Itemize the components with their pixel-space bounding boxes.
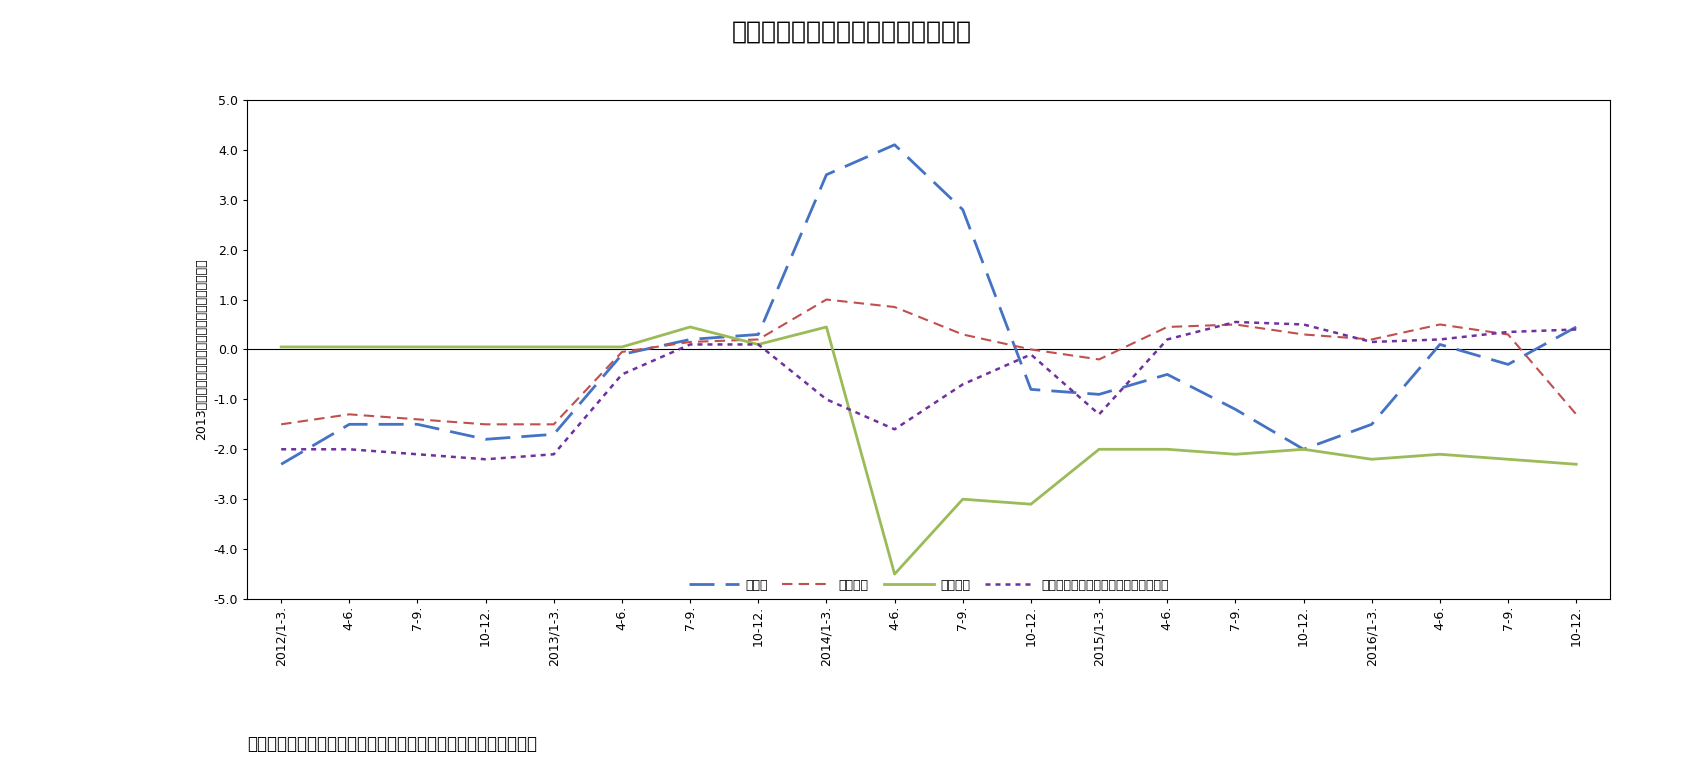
耐久財 <box>748 330 769 339</box>
非耐久財 <box>339 343 360 352</box>
非耐久財 <box>407 343 428 352</box>
耐久財 <box>1089 390 1109 399</box>
耐久財 <box>339 420 360 429</box>
サービス（持ち家の帰属家賃を除く） <box>884 425 905 434</box>
半耐久財 <box>1021 345 1041 354</box>
サービス（持ち家の帰属家賃を除く） <box>339 445 360 454</box>
耐久財 <box>1430 340 1450 349</box>
非耐久財 <box>1361 455 1382 464</box>
サービス（持ち家の帰属家賃を除く） <box>1157 335 1177 344</box>
半耐久財 <box>1361 335 1382 344</box>
非耐久財 <box>1225 450 1246 459</box>
半耐久財 <box>1089 355 1109 364</box>
耐久財 <box>1498 360 1518 369</box>
Line: 非耐久財: 非耐久財 <box>281 327 1576 574</box>
半耐久財 <box>1225 320 1246 329</box>
半耐久財 <box>1293 330 1314 339</box>
半耐久財 <box>544 420 564 429</box>
非耐久財 <box>1021 500 1041 509</box>
耐久財 <box>544 430 564 439</box>
耐久財 <box>1157 370 1177 379</box>
耐久財 <box>612 350 632 359</box>
サービス（持ち家の帰属家賃を除く） <box>1430 335 1450 344</box>
非耐久財 <box>1430 450 1450 459</box>
サービス（持ち家の帰属家賃を除く） <box>748 340 769 349</box>
サービス（持ち家の帰属家賃を除く） <box>1225 317 1246 326</box>
Y-axis label: 2013年（年平均）の水準との差額（単位：兆円）: 2013年（年平均）の水準との差額（単位：兆円） <box>194 259 208 440</box>
非耐久財 <box>612 343 632 352</box>
サービス（持ち家の帰属家賃を除く） <box>271 445 291 454</box>
半耐久財 <box>612 347 632 356</box>
Text: （資料出所）　「国民経済計算」　（内閣府）のデータより作成: （資料出所） 「国民経済計算」 （内閣府）のデータより作成 <box>247 735 537 753</box>
サービス（持ち家の帰属家賃を除く） <box>1293 320 1314 329</box>
非耐久財 <box>1498 455 1518 464</box>
サービス（持ち家の帰属家賃を除く） <box>816 395 837 404</box>
非耐久財 <box>816 323 837 332</box>
耐久財 <box>475 435 496 444</box>
耐久財 <box>1361 420 1382 429</box>
半耐久財 <box>680 337 700 346</box>
耐久財 <box>884 141 905 150</box>
半耐久財 <box>339 410 360 419</box>
非耐久財 <box>475 343 496 352</box>
耐久財 <box>816 170 837 180</box>
非耐久財 <box>953 495 973 504</box>
サービス（持ち家の帰属家賃を除く） <box>1566 325 1586 334</box>
半耐久財 <box>953 330 973 339</box>
半耐久財 <box>1498 330 1518 339</box>
耐久財 <box>1225 405 1246 414</box>
サービス（持ち家の帰属家賃を除く） <box>407 450 428 459</box>
半耐久財 <box>884 303 905 312</box>
サービス（持ち家の帰属家賃を除く） <box>1498 327 1518 336</box>
サービス（持ち家の帰属家賃を除く） <box>953 380 973 389</box>
非耐久財 <box>1157 445 1177 454</box>
サービス（持ち家の帰属家賃を除く） <box>1089 410 1109 419</box>
サービス（持ち家の帰属家賃を除く） <box>544 450 564 459</box>
半耐久財 <box>271 420 291 429</box>
サービス（持ち家の帰属家賃を除く） <box>612 370 632 379</box>
非耐久財 <box>680 323 700 332</box>
耐久財 <box>680 335 700 344</box>
Line: サービス（持ち家の帰属家賃を除く）: サービス（持ち家の帰属家賃を除く） <box>281 322 1576 459</box>
非耐久財 <box>544 343 564 352</box>
サービス（持ち家の帰属家賃を除く） <box>1021 350 1041 359</box>
Line: 耐久財: 耐久財 <box>281 145 1576 464</box>
Text: 図表２：形態別家計消費支出の動向: 図表２：形態別家計消費支出の動向 <box>733 19 971 43</box>
半耐久財 <box>748 335 769 344</box>
サービス（持ち家の帰属家賃を除く） <box>475 455 496 464</box>
耐久財 <box>953 205 973 214</box>
半耐久財 <box>1430 320 1450 329</box>
非耐久財 <box>1293 445 1314 454</box>
耐久財 <box>407 420 428 429</box>
非耐久財 <box>884 570 905 579</box>
Line: 半耐久財: 半耐久財 <box>281 300 1576 425</box>
サービス（持ち家の帰属家賃を除く） <box>680 340 700 349</box>
耐久財 <box>1021 385 1041 394</box>
非耐久財 <box>1566 459 1586 468</box>
半耐久財 <box>1566 410 1586 419</box>
非耐久財 <box>748 340 769 349</box>
半耐久財 <box>816 295 837 304</box>
非耐久財 <box>271 343 291 352</box>
半耐久財 <box>475 420 496 429</box>
耐久財 <box>1293 445 1314 454</box>
Legend: 耐久財, 半耐久財, 非耐久財, サービス（持ち家の帰属家賃を除く）: 耐久財, 半耐久財, 非耐久財, サービス（持ち家の帰属家賃を除く） <box>682 572 1176 598</box>
半耐久財 <box>407 415 428 424</box>
耐久財 <box>271 459 291 468</box>
サービス（持ち家の帰属家賃を除く） <box>1361 337 1382 346</box>
半耐久財 <box>1157 323 1177 332</box>
非耐久財 <box>1089 445 1109 454</box>
耐久財 <box>1566 323 1586 332</box>
